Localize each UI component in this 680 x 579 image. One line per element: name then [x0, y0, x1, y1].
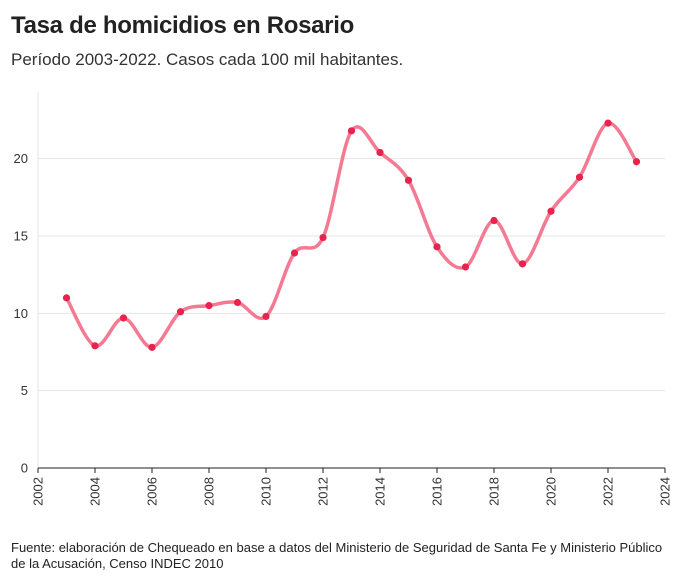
data-point-2003 — [62, 294, 71, 302]
data-point-2014 — [376, 148, 384, 157]
line-chart: 0 5 10 15 20 2002 2004 2006 2008 2010 2012 2014 201… — [14, 92, 673, 506]
x-tick-label: 2004 — [88, 477, 103, 506]
data-point-2021 — [575, 173, 584, 181]
data-point-2019 — [518, 260, 527, 268]
source-note: Fuente: elaboración de Chequeado en base… — [11, 540, 663, 571]
x-tick-label: 2024 — [658, 477, 673, 506]
x-tick-label: 2008 — [202, 477, 217, 506]
y-tick-label: 15 — [14, 229, 28, 244]
data-point-2011 — [290, 249, 299, 257]
axes — [37, 92, 665, 469]
x-tick-label: 2012 — [316, 477, 331, 506]
x-tick-label: 2016 — [430, 477, 445, 506]
data-point-2013 — [347, 127, 356, 135]
data-point-2004 — [91, 342, 99, 350]
data-point-2023 — [632, 158, 641, 166]
gridlines — [38, 158, 665, 392]
chart-title: Tasa de homicidios en Rosario — [11, 12, 354, 39]
data-point-2020 — [547, 207, 555, 215]
data-point-2005 — [119, 314, 128, 322]
y-tick-label: 20 — [14, 151, 28, 166]
x-tick-label: 2020 — [544, 477, 559, 506]
data-point-2007 — [176, 308, 185, 316]
y-axis-ticks: 0 5 10 15 20 — [14, 151, 28, 475]
data-point-2008 — [205, 302, 213, 310]
data-point-2015 — [404, 176, 413, 184]
data-point-2022 — [604, 119, 612, 127]
y-tick-label: 5 — [21, 383, 28, 398]
data-point-2010 — [262, 312, 270, 321]
chart-subtitle: Período 2003-2022. Casos cada 100 mil ha… — [11, 50, 404, 69]
data-point-2016 — [433, 243, 441, 251]
x-tick-label: 2010 — [259, 477, 274, 506]
data-points — [62, 119, 641, 351]
data-point-2018 — [490, 216, 498, 225]
data-point-2006 — [148, 343, 156, 351]
x-tick-label: 2014 — [373, 477, 388, 506]
x-axis-ticks: 2002 2004 2006 2008 2010 2012 2014 2016 2018 2020… — [31, 468, 673, 506]
y-tick-label: 10 — [14, 306, 28, 321]
x-tick-label: 2018 — [487, 477, 502, 506]
x-tick-label: 2006 — [145, 477, 160, 506]
data-point-2012 — [319, 233, 327, 242]
x-tick-label: 2022 — [601, 477, 616, 506]
x-tick-label: 2002 — [31, 477, 46, 506]
data-point-2009 — [233, 298, 242, 307]
data-point-2017 — [461, 263, 470, 271]
y-tick-label: 0 — [21, 461, 28, 476]
